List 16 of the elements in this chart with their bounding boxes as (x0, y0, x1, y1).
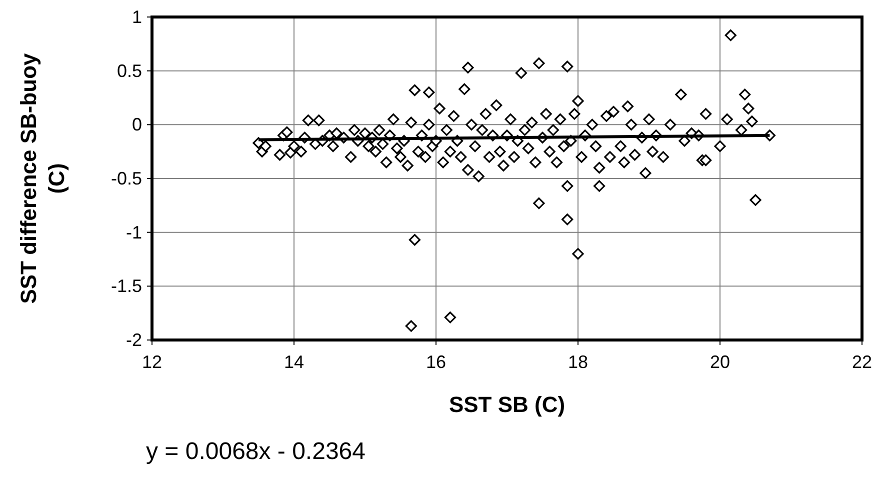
text: y = 0.0068x - 0.2364 (146, 438, 366, 465)
y-tick-label: -0.5 (110, 168, 142, 188)
y-tick-label: 1 (132, 7, 142, 27)
y-tick-label: 0.5 (116, 60, 142, 81)
x-tick-label: 14 (284, 352, 304, 372)
y-tick-label: -1.5 (110, 276, 142, 296)
x-tick-label: 18 (568, 352, 588, 372)
x-tick-label: 16 (426, 352, 446, 372)
x-axis-title: SST SB (C) (448, 392, 566, 417)
y-tick-label: 0 (132, 114, 142, 135)
y-tick-label: -1 (126, 222, 142, 242)
x-tick-label: 22 (852, 352, 872, 372)
y-tick-label: -2 (126, 330, 142, 350)
x-tick-label: 12 (142, 352, 162, 372)
y-axis-title: SST difference SB-buoy (C) (16, 52, 69, 304)
x-tick-label: 20 (710, 352, 730, 372)
